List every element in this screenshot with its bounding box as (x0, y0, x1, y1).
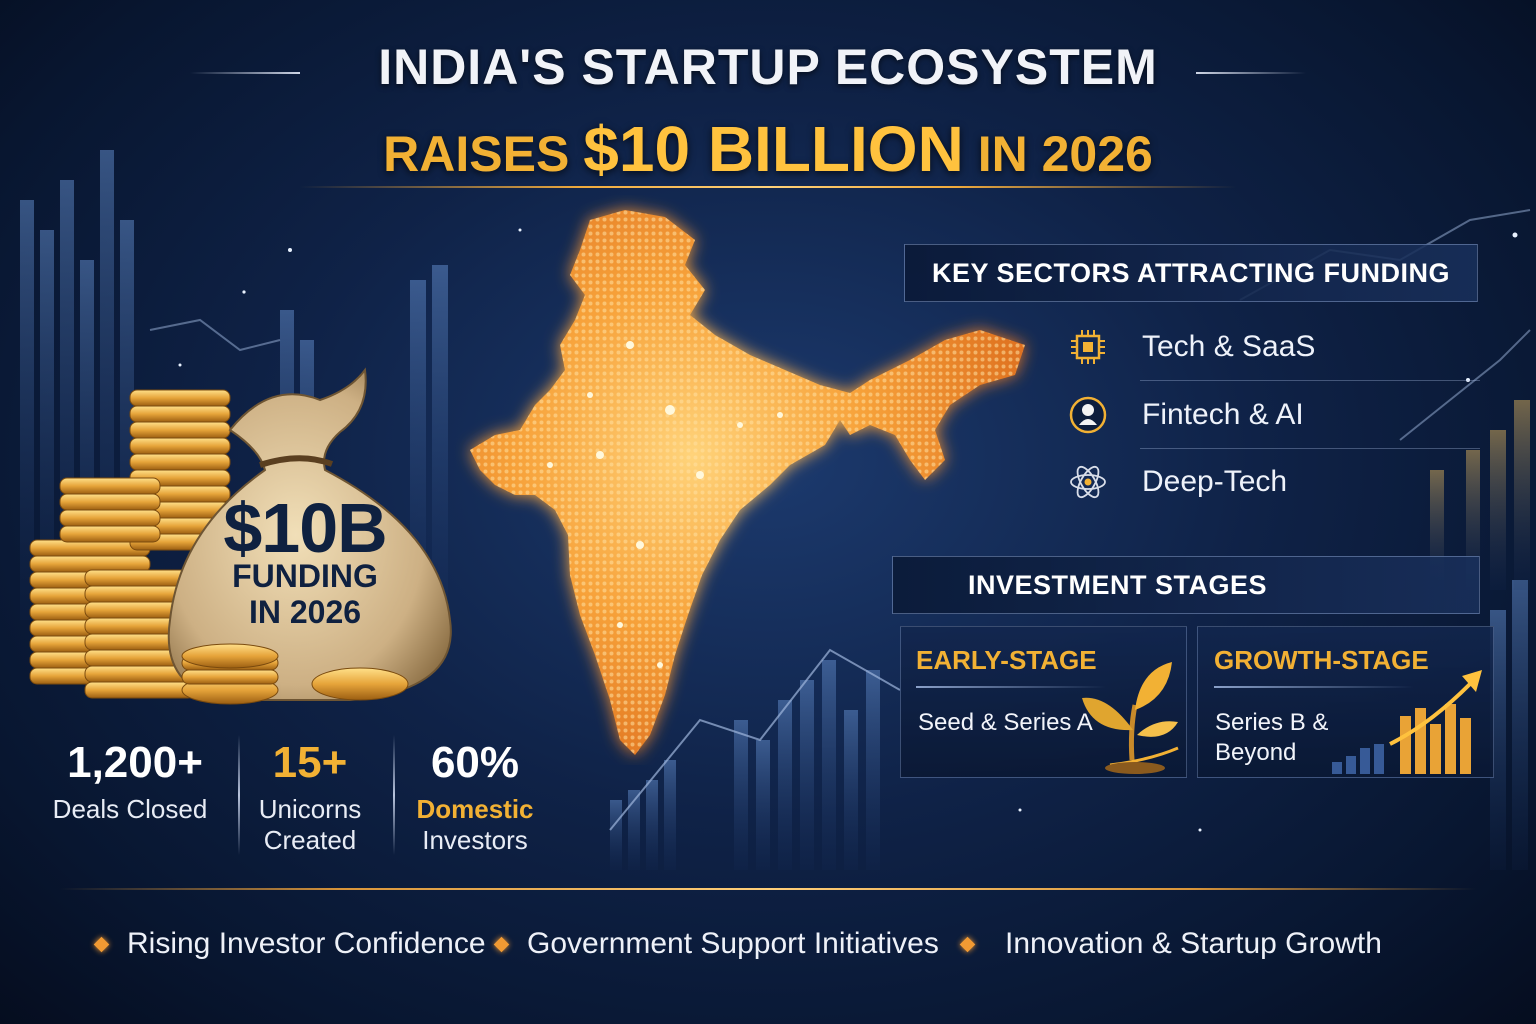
funding-label: FUNDING (232, 558, 378, 594)
bullet-investor-confidence: Rising Investor Confidence (93, 924, 486, 964)
sector-label-deeptech: Deep-Tech (1142, 465, 1288, 498)
stat-divider (238, 735, 240, 855)
india-map-icon (470, 210, 1025, 755)
stat-domestic-value: 60% (430, 738, 520, 787)
subtitle-suffix: IN 2026 (977, 126, 1153, 182)
funding-year: IN 2026 (248, 594, 362, 630)
stat-unicorns-label: Unicorns Created (240, 794, 380, 856)
stat-unicorns-line2: Created (263, 825, 357, 855)
page-subtitle: RAISES $10 BILLION IN 2026 (0, 112, 1536, 186)
growth-stage-desc-line2: Beyond (1215, 739, 1297, 766)
title-left-rule (190, 72, 300, 74)
funding-amount: $10B (223, 489, 387, 567)
sector-label-tech: Tech & SaaS (1142, 330, 1316, 363)
sectors-heading: KEY SECTORS ATTRACTING FUNDING (904, 244, 1478, 302)
early-stage-title: EARLY-STAGE (916, 645, 1097, 675)
chip-icon (1068, 327, 1108, 367)
sector-divider (1140, 448, 1480, 449)
growth-stage-desc: Series B & Beyond (1215, 708, 1328, 768)
bullet-innovation-growth: Innovation & Startup Growth (959, 924, 1382, 964)
growth-stage-rule (1214, 686, 1414, 688)
sector-label-fintech: Fintech & AI (1142, 398, 1304, 431)
early-stage-rule (916, 686, 1106, 688)
diamond-bullet-icon (959, 936, 976, 952)
stat-deals-label: Deals Closed (52, 794, 208, 824)
growth-stage-desc-line1: Series B & (1215, 709, 1329, 736)
stat-domestic-label: Domestic Investors (400, 794, 550, 856)
money-bag-icon (29, 367, 452, 705)
sector-item-deeptech: Deep-Tech (1068, 458, 1287, 506)
bullet-label: Government Support Initiatives (527, 927, 939, 960)
header-divider (300, 186, 1236, 188)
atom-icon (1068, 462, 1108, 502)
page-title: INDIA'S STARTUP ECOSYSTEM (378, 39, 1158, 95)
bottom-divider (60, 888, 1476, 890)
robot-icon (1068, 395, 1108, 435)
bullet-government-support: Government Support Initiatives (493, 924, 939, 964)
stages-heading: INVESTMENT STAGES (892, 556, 1480, 614)
stat-unicorns-value: 15+ (272, 738, 348, 787)
subtitle-amount: $10 BILLION (583, 113, 964, 185)
growth-stage-card (1197, 626, 1494, 778)
stat-domestic-line1: Domestic (416, 794, 534, 824)
stat-deals-value: 1,200+ (67, 738, 203, 787)
bullet-label: Innovation & Startup Growth (1005, 927, 1382, 960)
stat-domestic-line2: Investors (422, 825, 528, 855)
growth-stage-title: GROWTH-STAGE (1214, 645, 1429, 675)
bullet-label: Rising Investor Confidence (127, 927, 486, 960)
diamond-bullet-icon (493, 936, 510, 952)
sector-divider (1140, 380, 1480, 381)
sprout-icon (1082, 662, 1179, 774)
diamond-bullet-icon (93, 936, 110, 952)
subtitle-prefix: RAISES (383, 126, 570, 182)
sector-item-fintech: Fintech & AI (1068, 391, 1304, 439)
stat-unicorns-line1: Unicorns (258, 794, 362, 824)
stat-divider (393, 735, 395, 855)
stages-heading-text: INVESTMENT STAGES (968, 569, 1268, 600)
rising-bars-icon (1332, 670, 1482, 774)
early-stage-desc: Seed & Series A (918, 709, 1093, 736)
sector-item-tech: Tech & SaaS (1068, 323, 1315, 371)
title-right-rule (1196, 72, 1306, 74)
